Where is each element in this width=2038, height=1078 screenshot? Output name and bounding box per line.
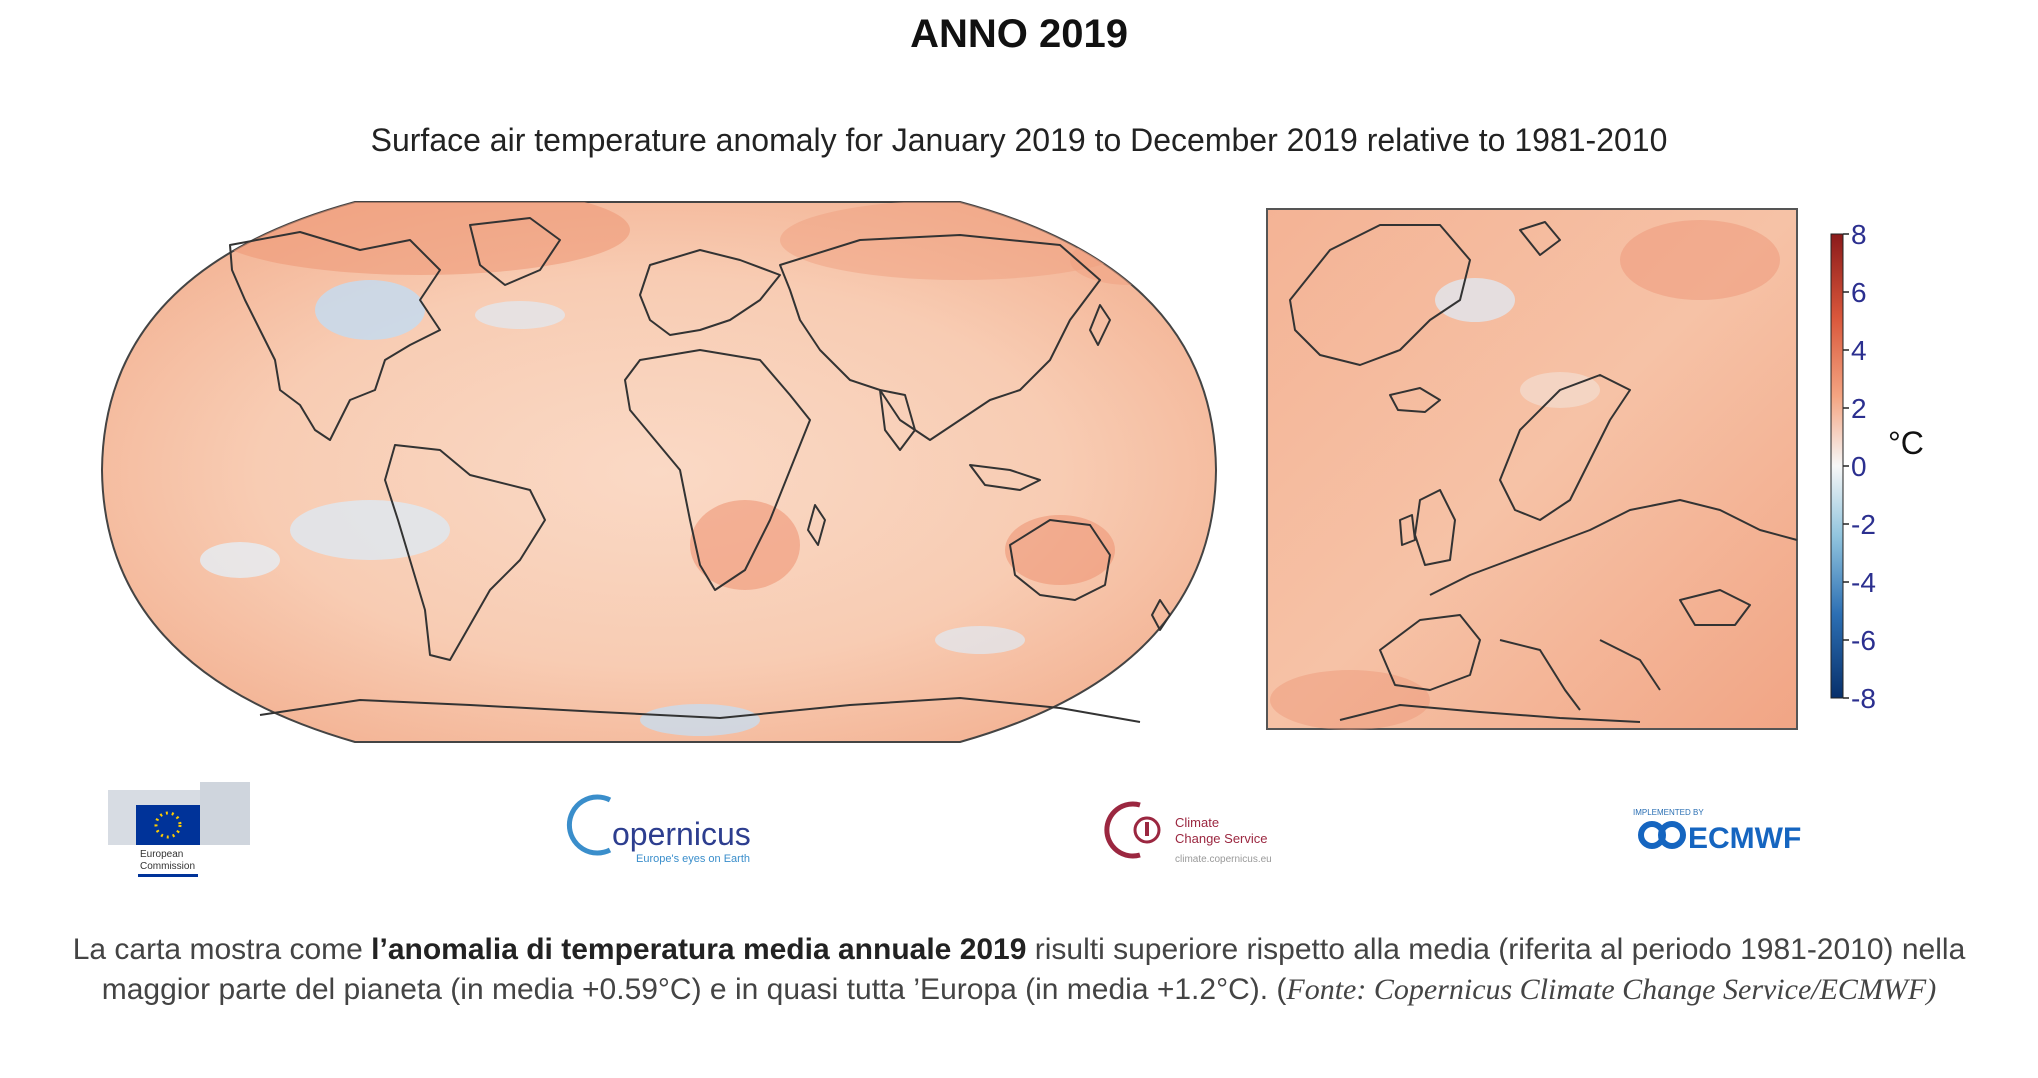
- colorbar-tick-label: -2: [1851, 509, 1876, 540]
- eu-label-1: European: [140, 849, 183, 860]
- colorbar-tick-label: 4: [1851, 335, 1867, 366]
- colorbar-tick-label: -6: [1851, 625, 1876, 656]
- colorbar: 8 6 4 2 0 -2 -4 -6 -8 °C: [1830, 219, 1924, 714]
- copernicus-name: opernicus: [612, 816, 751, 852]
- ecmwf-name: ECMWF: [1688, 822, 1801, 855]
- logo-european-commission: European Commission: [108, 782, 250, 877]
- c3s-url: climate.copernicus.eu: [1175, 854, 1272, 865]
- caption-part2: risulti superiore rispetto alla media (r…: [101, 933, 1966, 1006]
- colorbar-tick-label: 0: [1851, 451, 1867, 482]
- logo-ecmwf: IMPLEMENTED BY ECMWF: [1633, 808, 1801, 855]
- colorbar-tick-label: 8: [1851, 219, 1867, 250]
- c3s-label-1: Climate: [1175, 815, 1219, 830]
- caption-source: Fonte: Copernicus Climate Change Service…: [1286, 973, 1937, 1006]
- colorbar-tick-label: -4: [1851, 567, 1876, 598]
- copernicus-tagline: Europe's eyes on Earth: [636, 853, 750, 865]
- page-title: ANNO 2019: [910, 12, 1128, 56]
- world-anomaly-map: [100, 201, 1218, 743]
- c3s-label-2: Change Service: [1175, 831, 1268, 846]
- europe-anomaly-map: [1266, 208, 1798, 730]
- colorbar-unit: °C: [1888, 425, 1924, 461]
- logo-copernicus: opernicus Europe's eyes on Earth: [566, 794, 751, 865]
- caption: La carta mostra come l’anomalia di tempe…: [60, 930, 1978, 1010]
- ecmwf-implemented-by: IMPLEMENTED BY: [1633, 808, 1704, 817]
- caption-part1: La carta mostra come: [72, 933, 372, 966]
- eu-label-2: Commission: [140, 861, 195, 872]
- map-title: Surface air temperature anomaly for Janu…: [370, 122, 1668, 158]
- colorbar-tick-label: 2: [1851, 393, 1867, 424]
- caption-bold: l’anomalia di temperatura media annuale …: [371, 933, 1027, 966]
- colorbar-tick-label: -8: [1851, 683, 1876, 714]
- colorbar-gradient: [1830, 233, 1844, 699]
- colorbar-tick-label: 6: [1851, 277, 1867, 308]
- logo-c3s: Climate Change Service climate.copernicu…: [1104, 801, 1272, 865]
